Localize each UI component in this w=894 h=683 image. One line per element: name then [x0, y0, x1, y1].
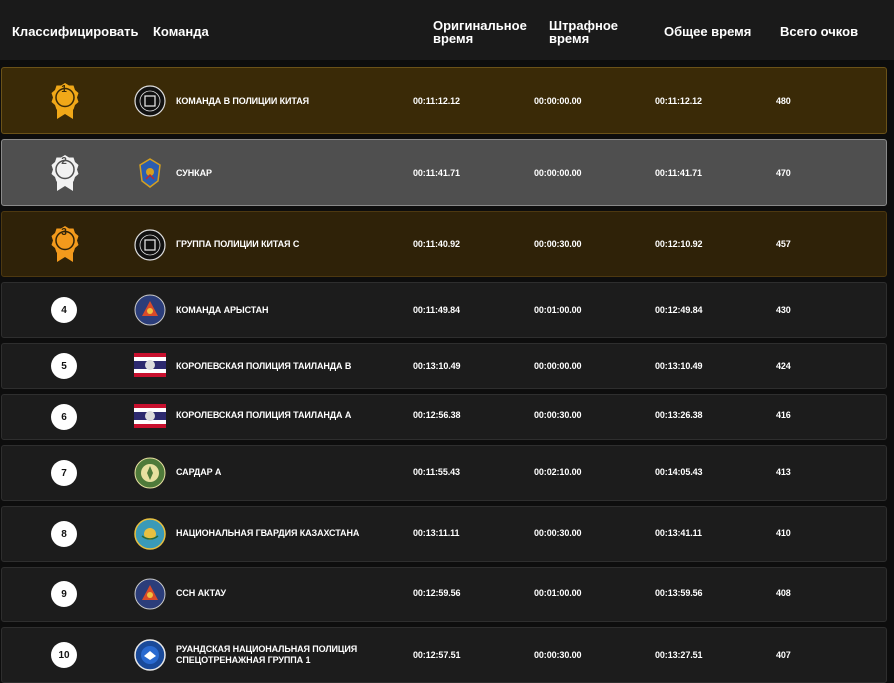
penalty-time: 00:00:00.00 [534, 168, 582, 178]
total-time: 00:13:10.49 [655, 361, 703, 371]
penalty-time: 00:00:30.00 [534, 239, 582, 249]
table-row[interactable]: 4 КОМАНДА АРЫСТАН 00:11:49.84 00:01:00.0… [1, 282, 887, 338]
kazakhstan-guard-emblem-icon [134, 518, 166, 550]
total-points: 416 [776, 410, 791, 420]
silver-medal-icon [51, 155, 79, 191]
header-total-points[interactable]: Всего очков [780, 24, 859, 39]
total-points: 408 [776, 588, 791, 598]
original-time: 00:11:49.84 [413, 305, 460, 315]
penalty-time: 00:02:10.00 [534, 467, 582, 477]
bronze-medal-icon [51, 226, 79, 262]
team-name: КОМАНДА В ПОЛИЦИИ КИТАЯ [176, 96, 310, 106]
penalty-time: 00:00:00.00 [534, 96, 582, 106]
table-row[interactable]: 10 РУАНДСКАЯ НАЦИОНАЛЬНАЯ ПОЛИЦИЯ СПЕЦОТ… [1, 627, 887, 683]
arystan-emblem-icon [134, 294, 166, 326]
original-time: 00:12:57.51 [413, 650, 461, 660]
total-points: 424 [776, 361, 791, 371]
header-rank[interactable]: Классифицировать [12, 24, 139, 39]
header-total-time[interactable]: Общее время [664, 24, 752, 39]
total-points: 410 [776, 528, 791, 538]
medal-rank-number: 1 [61, 84, 67, 95]
total-time: 00:14:05.43 [655, 467, 703, 477]
total-points: 430 [776, 305, 791, 315]
rank-number: 4 [51, 297, 77, 323]
table-row[interactable]: 1 КОМАНДА В ПОЛИЦИИ КИТАЯ 00:11:12.12 00… [1, 67, 887, 134]
header-team[interactable]: Команда [153, 24, 209, 39]
table-row[interactable]: 6 КОРОЛЕВСКАЯ ПОЛИЦИЯ ТАИЛАНДА А 00:12:5… [1, 394, 887, 440]
thailand-flag-icon [134, 404, 166, 428]
total-points: 470 [776, 168, 791, 178]
team-name: ГРУППА ПОЛИЦИИ КИТАЯ С [176, 239, 300, 249]
penalty-time: 00:01:00.00 [534, 588, 582, 598]
penalty-time: 00:00:30.00 [534, 650, 582, 660]
penalty-time: 00:01:00.00 [534, 305, 582, 315]
original-time: 00:11:55.43 [413, 467, 460, 477]
gold-medal-icon [51, 83, 79, 119]
total-time: 00:13:27.51 [655, 650, 703, 660]
thailand-flag-icon [134, 353, 166, 377]
sunkar-emblem-icon [139, 158, 161, 188]
sardar-emblem-icon [134, 457, 166, 489]
medal-rank-number: 3 [61, 227, 67, 238]
table-row[interactable]: 9 ССН АКТАУ 00:12:59.56 00:01:00.00 00:1… [1, 567, 887, 622]
rank-number: 6 [51, 404, 77, 430]
aktau-emblem-icon [134, 578, 166, 610]
original-time: 00:11:41.71 [413, 168, 460, 178]
total-time: 00:11:12.12 [655, 96, 702, 106]
table-row[interactable]: 2 СУНКАР 00:11:41.71 00:00:00.00 00:11:4… [1, 139, 887, 206]
header-original-time[interactable]: Оригинальное время [433, 18, 527, 46]
original-time: 00:13:10.49 [413, 361, 461, 371]
penalty-time: 00:00:30.00 [534, 410, 582, 420]
original-time: 00:11:40.92 [413, 239, 460, 249]
team-name: КОМАНДА АРЫСТАН [176, 305, 269, 315]
leaderboard-header: Классифицировать Команда Оригинальное вр… [0, 0, 894, 62]
table-row[interactable]: 8 НАЦИОНАЛЬНАЯ ГВАРДИЯ КАЗАХСТАНА 00:13:… [1, 506, 887, 562]
rank-number: 8 [51, 521, 77, 547]
china-police-emblem-icon [134, 229, 166, 261]
total-time: 00:12:49.84 [655, 305, 703, 315]
total-time: 00:13:59.56 [655, 588, 703, 598]
china-police-emblem-icon [134, 85, 166, 117]
total-time: 00:13:26.38 [655, 410, 703, 420]
total-points: 480 [776, 96, 791, 106]
total-time: 00:13:41.11 [655, 528, 702, 538]
original-time: 00:13:11.11 [413, 528, 460, 538]
total-time: 00:11:41.71 [655, 168, 702, 178]
rank-number: 9 [51, 581, 77, 607]
team-name: КОРОЛЕВСКАЯ ПОЛИЦИЯ ТАИЛАНДА А [176, 410, 352, 420]
rwanda-police-emblem-icon [134, 639, 166, 671]
total-points: 407 [776, 650, 791, 660]
table-row[interactable]: 5 КОРОЛЕВСКАЯ ПОЛИЦИЯ ТАИЛАНДА B 00:13:1… [1, 343, 887, 389]
original-time: 00:12:59.56 [413, 588, 461, 598]
team-name: НАЦИОНАЛЬНАЯ ГВАРДИЯ КАЗАХСТАНА [176, 528, 360, 538]
team-name: КОРОЛЕВСКАЯ ПОЛИЦИЯ ТАИЛАНДА B [176, 361, 352, 371]
total-points: 413 [776, 467, 791, 477]
rank-number: 7 [51, 460, 77, 486]
rank-number: 5 [51, 353, 77, 379]
original-time: 00:11:12.12 [413, 96, 460, 106]
header-penalty-time[interactable]: Штрафное время [549, 18, 618, 46]
table-row[interactable]: 7 САРДАР А 00:11:55.43 00:02:10.00 00:14… [1, 445, 887, 501]
team-name: ССН АКТАУ [176, 588, 227, 598]
rank-number: 10 [51, 642, 77, 668]
original-time: 00:12:56.38 [413, 410, 461, 420]
team-name: РУАНДСКАЯ НАЦИОНАЛЬНАЯ ПОЛИЦИЯ СПЕЦОТРЕН… [176, 644, 358, 665]
penalty-time: 00:00:30.00 [534, 528, 582, 538]
total-time: 00:12:10.92 [655, 239, 703, 249]
table-row[interactable]: 3 ГРУППА ПОЛИЦИИ КИТАЯ С 00:11:40.92 00:… [1, 211, 887, 277]
total-points: 457 [776, 239, 791, 249]
penalty-time: 00:00:00.00 [534, 361, 582, 371]
team-name: СУНКАР [176, 168, 212, 178]
team-name: САРДАР А [176, 467, 222, 477]
medal-rank-number: 2 [61, 156, 67, 167]
